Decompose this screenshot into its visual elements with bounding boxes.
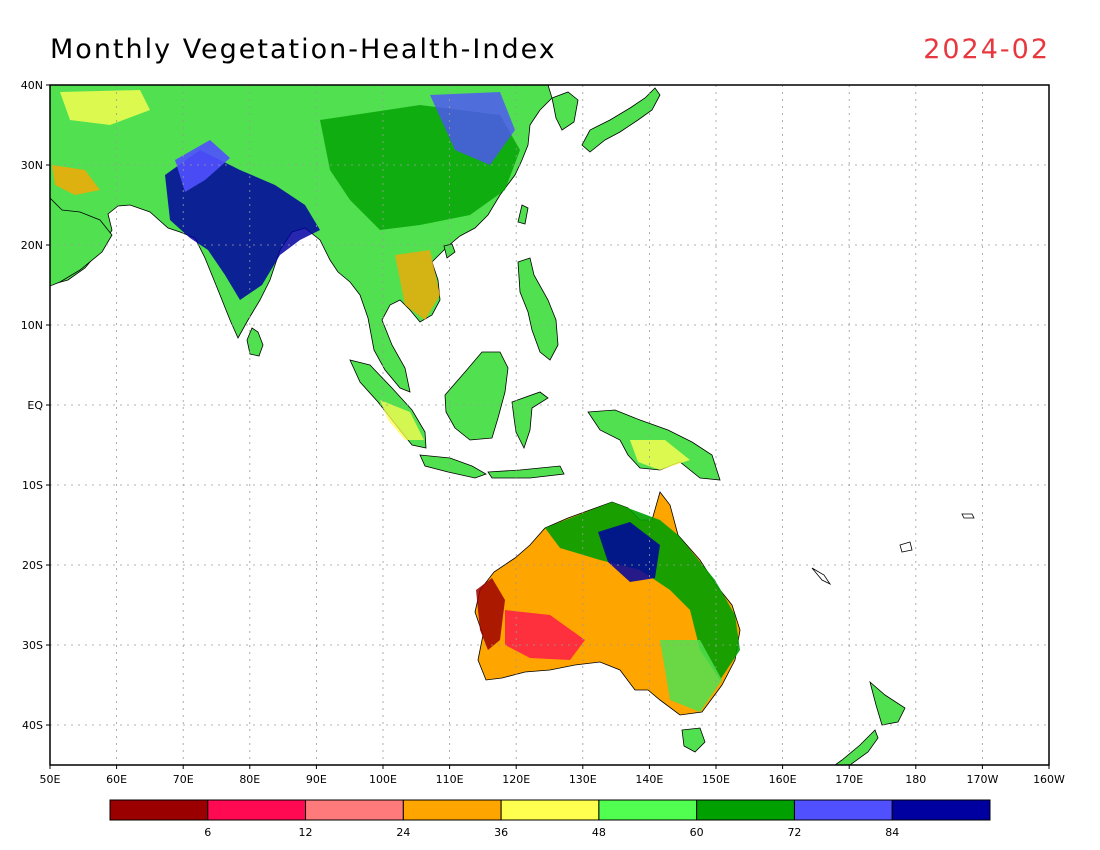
legend-label: 60 (690, 826, 704, 839)
lat-label: 30N (21, 159, 43, 172)
legend-swatch (305, 799, 404, 821)
new-zealand-north (869, 680, 906, 726)
lat-label: 20S (22, 559, 43, 572)
lon-label: 90E (306, 773, 327, 786)
fiji (899, 541, 913, 553)
korea (551, 91, 579, 131)
new-caledonia (811, 567, 832, 586)
tasmania (681, 727, 706, 753)
lon-label: 180 (905, 773, 926, 786)
lon-label: 100E (369, 773, 397, 786)
new-zealand-south (834, 729, 879, 765)
legend-swatch (207, 799, 307, 821)
map-title: Monthly Vegetation-Health-Index (50, 34, 557, 65)
sulawesi (511, 391, 549, 450)
legend-swatch (696, 799, 795, 821)
lon-label: 50E (40, 773, 61, 786)
arabia-edge (50, 197, 113, 287)
legend-swatch (109, 799, 209, 821)
indochina-yellow (395, 250, 440, 320)
legend-label: 36 (494, 826, 508, 839)
india-blue (175, 140, 230, 192)
ng-yellow (630, 440, 690, 470)
legend-label: 84 (885, 826, 899, 839)
legend-label: 12 (299, 826, 313, 839)
aus-north-green (545, 502, 740, 680)
color-legend: 6 12 24 36 48 60 72 84 (109, 799, 991, 839)
india-high-vhi (165, 150, 320, 300)
small-island-1 (961, 513, 975, 519)
aus-north-blue (598, 522, 660, 582)
north-yellow (60, 90, 150, 125)
lat-label: 10S (22, 479, 43, 492)
lat-label: 40S (22, 719, 43, 732)
latitude-labels: 40N 30N 20N 10N EQ 10S 20S 30S 40S (21, 79, 50, 732)
aus-sw-pink (505, 610, 585, 660)
lon-label: 120E (502, 773, 530, 786)
map-date: 2024-02 (923, 34, 1050, 65)
lat-label: 30S (22, 639, 43, 652)
legend-label: 72 (787, 826, 801, 839)
vhi-patches (52, 90, 740, 712)
legend-swatch (402, 799, 502, 821)
lesser-sunda (487, 465, 565, 479)
borneo (444, 351, 509, 441)
legend-label: 6 (204, 826, 211, 839)
lon-label: 170E (835, 773, 863, 786)
aus-west-red (476, 578, 505, 650)
legend-swatch (598, 799, 698, 821)
lon-label: 60E (106, 773, 127, 786)
sumatra-yellow (380, 400, 424, 440)
lon-label: 140E (635, 773, 663, 786)
lon-label: 150E (702, 773, 730, 786)
taiwan (517, 204, 529, 225)
lat-label: EQ (27, 399, 43, 412)
lon-label: 70E (173, 773, 194, 786)
lon-label: 160W (1033, 773, 1065, 786)
java (419, 454, 487, 479)
lon-label: 80E (239, 773, 260, 786)
lon-label: 170W (966, 773, 998, 786)
lat-label: 20N (21, 239, 43, 252)
aus-se-green (660, 640, 722, 712)
lon-label: 110E (436, 773, 464, 786)
legend-label: 24 (396, 826, 410, 839)
longitude-labels: 50E 60E 70E 80E 90E 100E 110E 120E 130E 140E 150E 1… (40, 765, 1065, 786)
philippines (517, 257, 559, 361)
arabia-orange (52, 165, 100, 195)
japan (581, 87, 661, 153)
map-frame (49, 84, 1050, 766)
lon-label: 160E (769, 773, 797, 786)
lat-label: 10N (21, 319, 43, 332)
legend-label: 48 (592, 826, 606, 839)
lon-label: 130E (569, 773, 597, 786)
china-blue (430, 92, 515, 165)
legend-swatch (891, 799, 991, 821)
sri-lanka (246, 327, 264, 357)
legend-swatch (793, 799, 893, 821)
legend-swatch (500, 799, 600, 821)
lat-label: 40N (21, 79, 43, 92)
